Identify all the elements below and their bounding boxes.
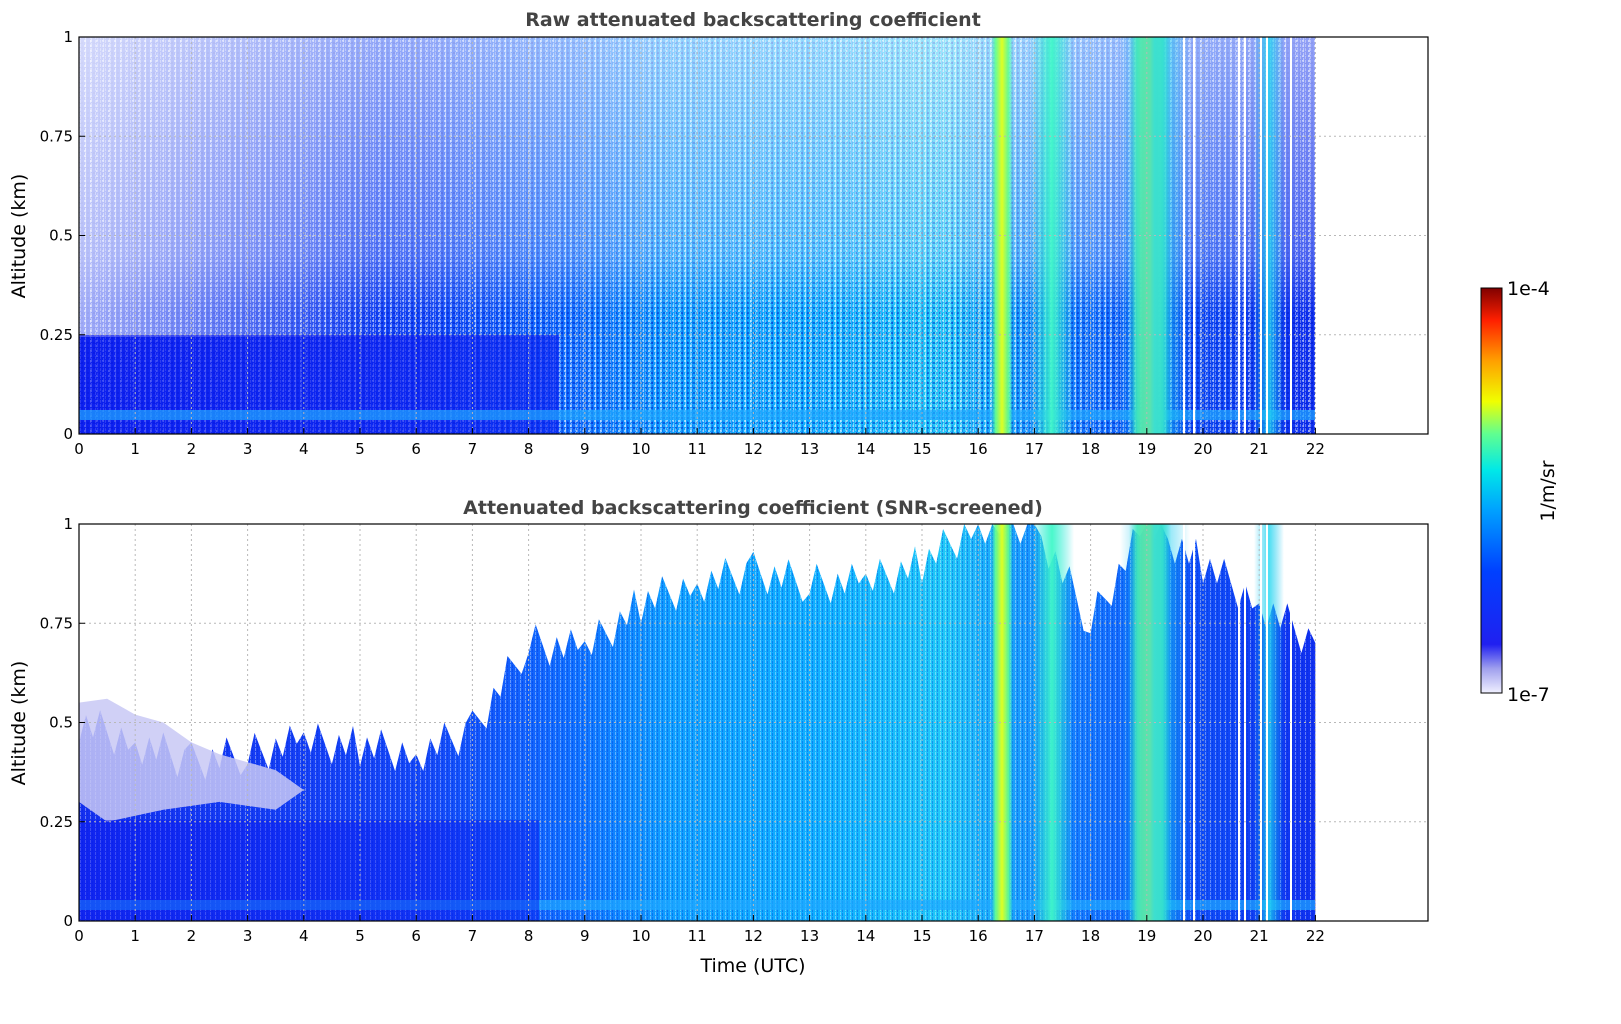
y-tick-label: 1 (63, 515, 73, 533)
panel1-title: Raw attenuated backscattering coefficien… (525, 9, 981, 31)
panel1-y-ticks: 0 0.25 0.5 0.75 1 (40, 28, 85, 443)
panel1-surface-stripe (79, 410, 1315, 420)
panel1-band-17h (1030, 37, 1074, 434)
x-tick-label: 7 (468, 440, 478, 458)
x-tick-label: 5 (355, 440, 365, 458)
panel1-gap (1266, 37, 1268, 434)
panel2-band-17h (1030, 524, 1074, 921)
x-tick-label: 0 (74, 440, 84, 458)
x-tick-label: 14 (856, 927, 875, 945)
colorbar-gradient (1480, 287, 1503, 694)
y-tick-label: 0.75 (40, 127, 73, 145)
x-tick-label: 12 (744, 927, 763, 945)
y-tick-label: 0.25 (40, 813, 73, 831)
x-tick-label: 17 (1025, 440, 1044, 458)
y-tick-label: 0.75 (40, 614, 73, 632)
x-tick-label: 21 (1250, 440, 1269, 458)
x-tick-label: 4 (299, 927, 309, 945)
panel1-band-16h (991, 37, 1013, 434)
panel2-x-ticks: 0 1 2 3 4 5 6 7 8 9 10 11 12 13 14 15 16 17 18 19 20 21 22 (74, 915, 1325, 945)
x-tick-label: 18 (1081, 440, 1100, 458)
x-tick-label: 6 (411, 440, 421, 458)
x-tick-label: 11 (688, 927, 707, 945)
x-tick-label: 14 (856, 440, 875, 458)
colorbar-min-label: 1e-7 (1507, 684, 1550, 706)
x-tick-label: 22 (1306, 440, 1325, 458)
panel1-grid (79, 37, 1428, 434)
colorbar: 1e-4 1e-7 1/m/sr (1480, 278, 1559, 706)
x-tick-label: 9 (580, 440, 590, 458)
x-tick-label: 15 (912, 440, 931, 458)
x-tick-label: 10 (631, 440, 650, 458)
x-tick-label: 3 (243, 927, 253, 945)
x-tick-label: 11 (688, 440, 707, 458)
x-tick-label: 8 (524, 440, 534, 458)
y-tick-label: 0.5 (49, 714, 73, 732)
panel2-xlabel: Time (UTC) (699, 955, 805, 977)
panel1-early-fade (79, 37, 379, 337)
x-tick-label: 20 (1193, 440, 1212, 458)
x-tick-label: 20 (1193, 927, 1212, 945)
x-tick-label: 6 (411, 927, 421, 945)
y-tick-label: 0 (63, 425, 73, 443)
y-tick-label: 0 (63, 912, 73, 930)
x-tick-label: 9 (580, 927, 590, 945)
x-tick-label: 16 (969, 927, 988, 945)
panel2-band-16h (991, 524, 1013, 921)
x-tick-label: 19 (1137, 440, 1156, 458)
x-tick-label: 1 (130, 440, 140, 458)
panel2-title: Attenuated backscattering coefficient (S… (463, 497, 1043, 519)
x-tick-label: 7 (468, 927, 478, 945)
x-tick-label: 13 (800, 927, 819, 945)
x-tick-label: 19 (1137, 927, 1156, 945)
x-tick-label: 3 (243, 440, 253, 458)
panel1-ylabel: Altitude (km) (8, 174, 30, 299)
x-tick-label: 15 (912, 927, 931, 945)
x-tick-label: 1 (130, 927, 140, 945)
x-tick-label: 2 (187, 927, 197, 945)
panel2-heatmap (79, 524, 1316, 921)
y-tick-label: 0.25 (40, 326, 73, 344)
panel2-grid (79, 524, 1428, 921)
x-tick-label: 21 (1250, 927, 1269, 945)
x-tick-label: 12 (744, 440, 763, 458)
x-tick-label: 18 (1081, 927, 1100, 945)
panel2-ylabel: Altitude (km) (8, 661, 30, 786)
panel-screened: Attenuated backscattering coefficient (S… (8, 497, 1429, 977)
x-tick-label: 16 (969, 440, 988, 458)
x-tick-label: 17 (1025, 927, 1044, 945)
panel2-gap (1266, 524, 1268, 921)
colorbar-unit-label: 1/m/sr (1537, 460, 1559, 521)
x-tick-label: 2 (187, 440, 197, 458)
panel2-y-ticks: 0 0.25 0.5 0.75 1 (40, 515, 85, 930)
x-tick-label: 8 (524, 927, 534, 945)
colorbar-max-label: 1e-4 (1507, 278, 1550, 300)
x-tick-label: 22 (1306, 927, 1325, 945)
x-tick-label: 0 (74, 927, 84, 945)
x-tick-label: 4 (299, 440, 309, 458)
x-tick-label: 10 (631, 927, 650, 945)
y-tick-label: 0.5 (49, 227, 73, 245)
y-tick-label: 1 (63, 28, 73, 46)
panel2-boundary-layer (79, 820, 539, 921)
x-tick-label: 5 (355, 927, 365, 945)
panel1-x-ticks: 0 1 2 3 4 5 6 7 8 9 10 11 12 13 14 15 16 17 18 19 20 21 22 (74, 428, 1325, 458)
x-tick-label: 13 (800, 440, 819, 458)
panel-raw: Raw attenuated backscattering coefficien… (8, 9, 1429, 458)
